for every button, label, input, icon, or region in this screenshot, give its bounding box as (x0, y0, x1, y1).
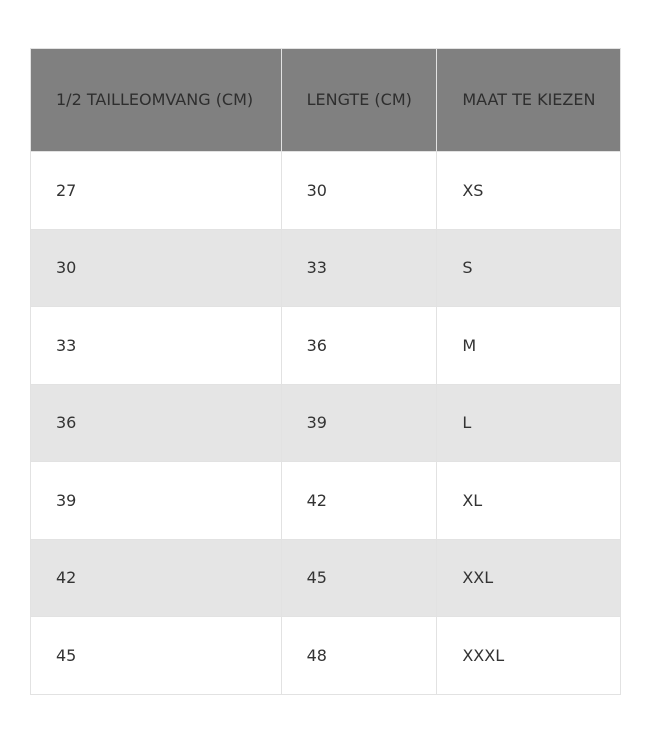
cell-size: S (436, 228, 621, 307)
cell-length: 36 (280, 306, 438, 385)
cell-waist: 45 (30, 616, 282, 695)
cell-size: L (436, 383, 621, 462)
table-row: 36 39 L (30, 383, 621, 462)
cell-length: 45 (280, 538, 438, 617)
table-row: 45 48 XXXL (30, 616, 621, 695)
cell-waist: 39 (30, 461, 282, 540)
cell-waist: 30 (30, 228, 282, 307)
table-row: 27 30 XS (30, 151, 621, 230)
cell-size: M (436, 306, 621, 385)
cell-length: 33 (280, 228, 438, 307)
cell-length: 42 (280, 461, 438, 540)
cell-size: XL (436, 461, 621, 540)
header-length: LENGTE (CM) (280, 48, 438, 152)
header-row: 1/2 TAILLEOMVANG (CM) LENGTE (CM) MAAT TE … (30, 48, 621, 152)
cell-waist: 33 (30, 306, 282, 385)
table-row: 33 36 M (30, 306, 621, 385)
cell-size: XXL (436, 538, 621, 617)
cell-size: XS (436, 151, 621, 230)
table-row: 30 33 S (30, 228, 621, 307)
header-waist: 1/2 TAILLEOMVANG (CM) (30, 48, 282, 152)
cell-length: 30 (280, 151, 438, 230)
size-chart-table: 1/2 TAILLEOMVANG (CM) LENGTE (CM) MAAT TE … (30, 48, 621, 695)
cell-waist: 36 (30, 383, 282, 462)
table-row: 39 42 XL (30, 461, 621, 540)
cell-length: 48 (280, 616, 438, 695)
cell-length: 39 (280, 383, 438, 462)
cell-waist: 27 (30, 151, 282, 230)
cell-waist: 42 (30, 538, 282, 617)
table-row: 42 45 XXL (30, 538, 621, 617)
cell-size: XXXL (436, 616, 621, 695)
header-size: MAAT TE KIEZEN (436, 48, 621, 152)
